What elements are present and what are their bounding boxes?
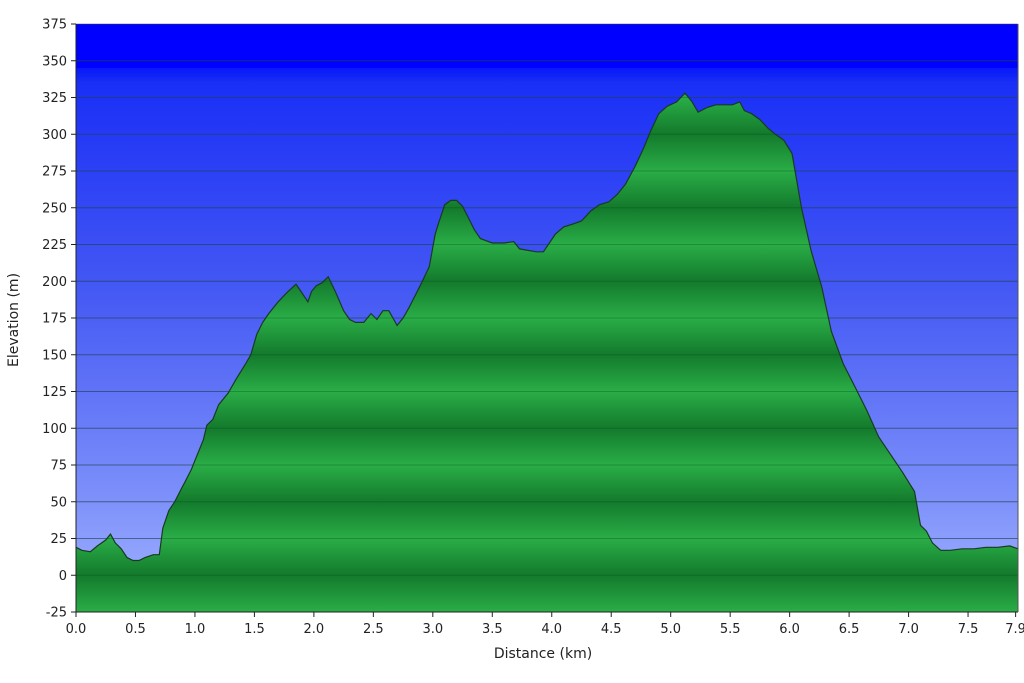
y-tick-label: 250 — [42, 201, 67, 216]
x-tick-label: 1.0 — [185, 622, 206, 637]
x-tick-label: 4.0 — [541, 622, 562, 637]
y-tick-label: 200 — [42, 275, 67, 290]
x-tick-label: 1.5 — [244, 622, 265, 637]
x-tick-label: 4.5 — [601, 622, 622, 637]
y-axis-title: Elevation (m) — [6, 273, 22, 367]
y-tick-label: 350 — [42, 54, 67, 69]
y-tick-label: 25 — [50, 532, 67, 547]
y-tick-label: 0 — [59, 569, 67, 584]
y-tick-label: 50 — [50, 495, 67, 510]
x-tick-label: 2.5 — [363, 622, 384, 637]
y-tick-label: -25 — [46, 606, 67, 621]
y-tick-label: 375 — [42, 18, 67, 33]
x-tick-label: 7.0 — [898, 622, 919, 637]
x-axis-ticks: 0.0 0.5 1.0 1.5 2.0 2.5 3.0 3.5 4.0 4.5 5.0 5.5 6.0 6… — [66, 612, 1024, 637]
y-axis-ticks: -25 0 25 50 75 100 125 150 175 200 225 250 275 300 325… — [42, 18, 76, 621]
y-tick-label: 225 — [42, 238, 67, 253]
x-tick-label: 2.0 — [304, 622, 325, 637]
x-tick-label: 5.5 — [720, 622, 741, 637]
elevation-area — [76, 24, 1018, 612]
y-tick-label: 100 — [42, 422, 67, 437]
y-tick-label: 150 — [42, 348, 67, 363]
x-tick-label: 3.0 — [422, 622, 443, 637]
y-tick-label: 125 — [42, 385, 67, 400]
y-tick-label: 175 — [42, 312, 67, 327]
x-axis-title: Distance (km) — [494, 646, 592, 662]
x-tick-label: 7.9 — [1005, 622, 1024, 637]
top-band — [76, 24, 1018, 69]
y-tick-label: 75 — [50, 459, 67, 474]
y-tick-label: 300 — [42, 128, 67, 143]
x-tick-label: 5.0 — [660, 622, 681, 637]
y-tick-label: 275 — [42, 165, 67, 180]
x-tick-label: 6.5 — [839, 622, 860, 637]
x-tick-label: 0.0 — [66, 622, 87, 637]
x-tick-label: 6.0 — [779, 622, 800, 637]
elevation-fill — [76, 93, 1018, 612]
x-tick-label: 7.5 — [958, 622, 979, 637]
x-tick-label: 3.5 — [482, 622, 503, 637]
y-tick-label: 325 — [42, 91, 67, 106]
elevation-line — [76, 92, 1018, 562]
x-tick-label: 0.5 — [125, 622, 146, 637]
